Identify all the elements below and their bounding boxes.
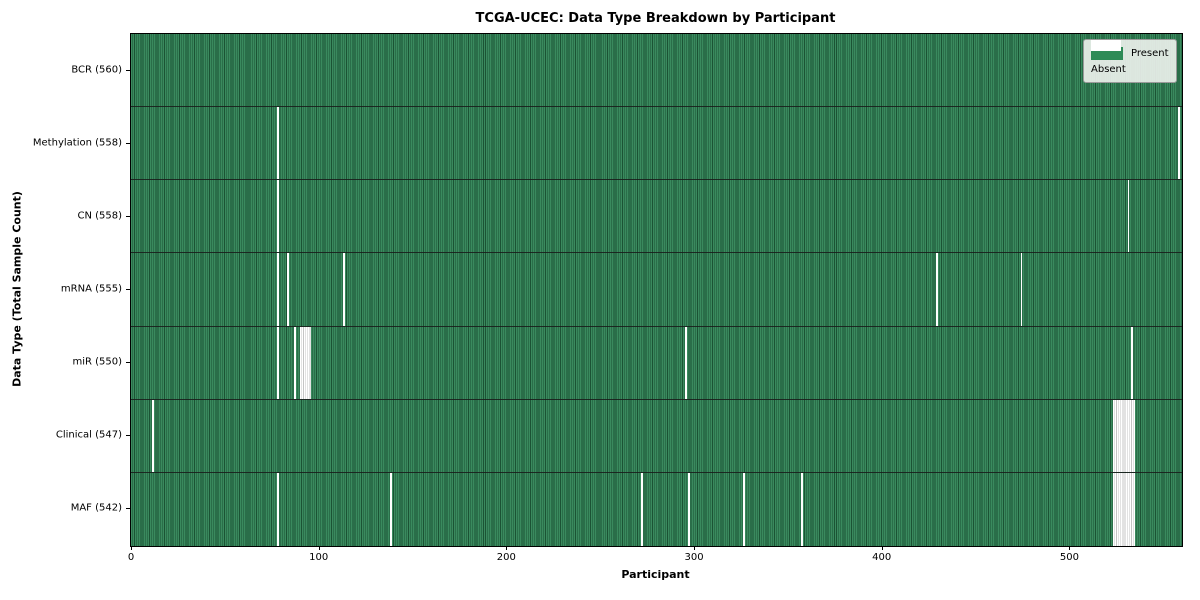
legend-present-label: Present [1131,47,1169,59]
y-tick-label-mir: miR (550) [72,356,122,368]
absent-band [1020,253,1023,326]
absent-band [277,180,280,253]
absent-band [1112,472,1136,546]
heatmap-row-bcr [131,34,1182,108]
absent-band [151,399,154,472]
absent-band [299,326,312,399]
y-tick-label-cn: CN (558) [77,210,122,222]
absent-band [1131,326,1134,399]
y-tick-label-bcr: BCR (560) [71,64,122,76]
absent-swatch-icon [1091,40,1121,51]
x-tick-label-500: 500 [1059,552,1079,563]
legend-item-absent: Absent [1091,40,1169,77]
absent-band [277,326,280,399]
absent-band [343,253,345,326]
x-tick-mark [318,546,320,550]
absent-band [641,472,644,546]
absent-band [688,472,691,546]
y-tick-label-clinical: Clinical (547) [55,429,122,441]
y-tick-mark [126,508,130,510]
absent-band [286,253,289,326]
heatmap-row-mrna [131,253,1182,327]
absent-band [801,472,803,546]
legend-absent-label: Absent [1091,63,1126,75]
x-tick-mark [694,546,696,550]
x-tick-mark [506,546,508,550]
absent-band [936,253,939,326]
y-tick-mark [126,142,130,144]
x-axis-label: Participant [621,568,690,581]
heatmap-row-cn [131,180,1182,254]
legend: Present Absent [1083,39,1177,83]
x-tick-mark [1069,546,1071,550]
x-tick-mark [881,546,883,550]
y-tick-mark [126,215,130,217]
y-tick-mark [126,435,130,437]
x-tick-label-300: 300 [684,552,704,563]
y-tick-label-methylation: Methylation (558) [32,137,122,149]
chart-title: TCGA-UCEC: Data Type Breakdown by Partic… [475,11,836,26]
absent-band [742,472,745,546]
x-tick-label-400: 400 [872,552,892,563]
x-tick-label-200: 200 [496,552,516,563]
y-axis-label: Data Type (Total Sample Count) [10,191,24,387]
y-tick-label-mrna: mRNA (555) [60,283,122,295]
heatmap-plot-area [130,33,1183,547]
heatmap-row-maf [131,472,1182,546]
y-tick-mark [126,362,130,364]
absent-band [277,253,280,326]
heatmap-row-methylation [131,107,1182,181]
x-tick-label-100: 100 [309,552,329,563]
absent-band [294,326,297,399]
y-tick-mark [126,69,130,71]
heatmap-row-clinical [131,399,1182,473]
absent-band [389,472,392,546]
y-tick-mark [126,289,130,290]
x-tick-label-0: 0 [127,552,135,563]
heatmap-row-mir [131,326,1182,400]
absent-band [1112,399,1136,472]
y-tick-label-maf: MAF (542) [70,502,122,514]
absent-band [277,472,280,546]
absent-band [277,107,280,180]
absent-band [684,326,687,399]
absent-band [1178,107,1181,180]
x-tick-mark [131,546,132,550]
absent-band [1127,180,1130,253]
